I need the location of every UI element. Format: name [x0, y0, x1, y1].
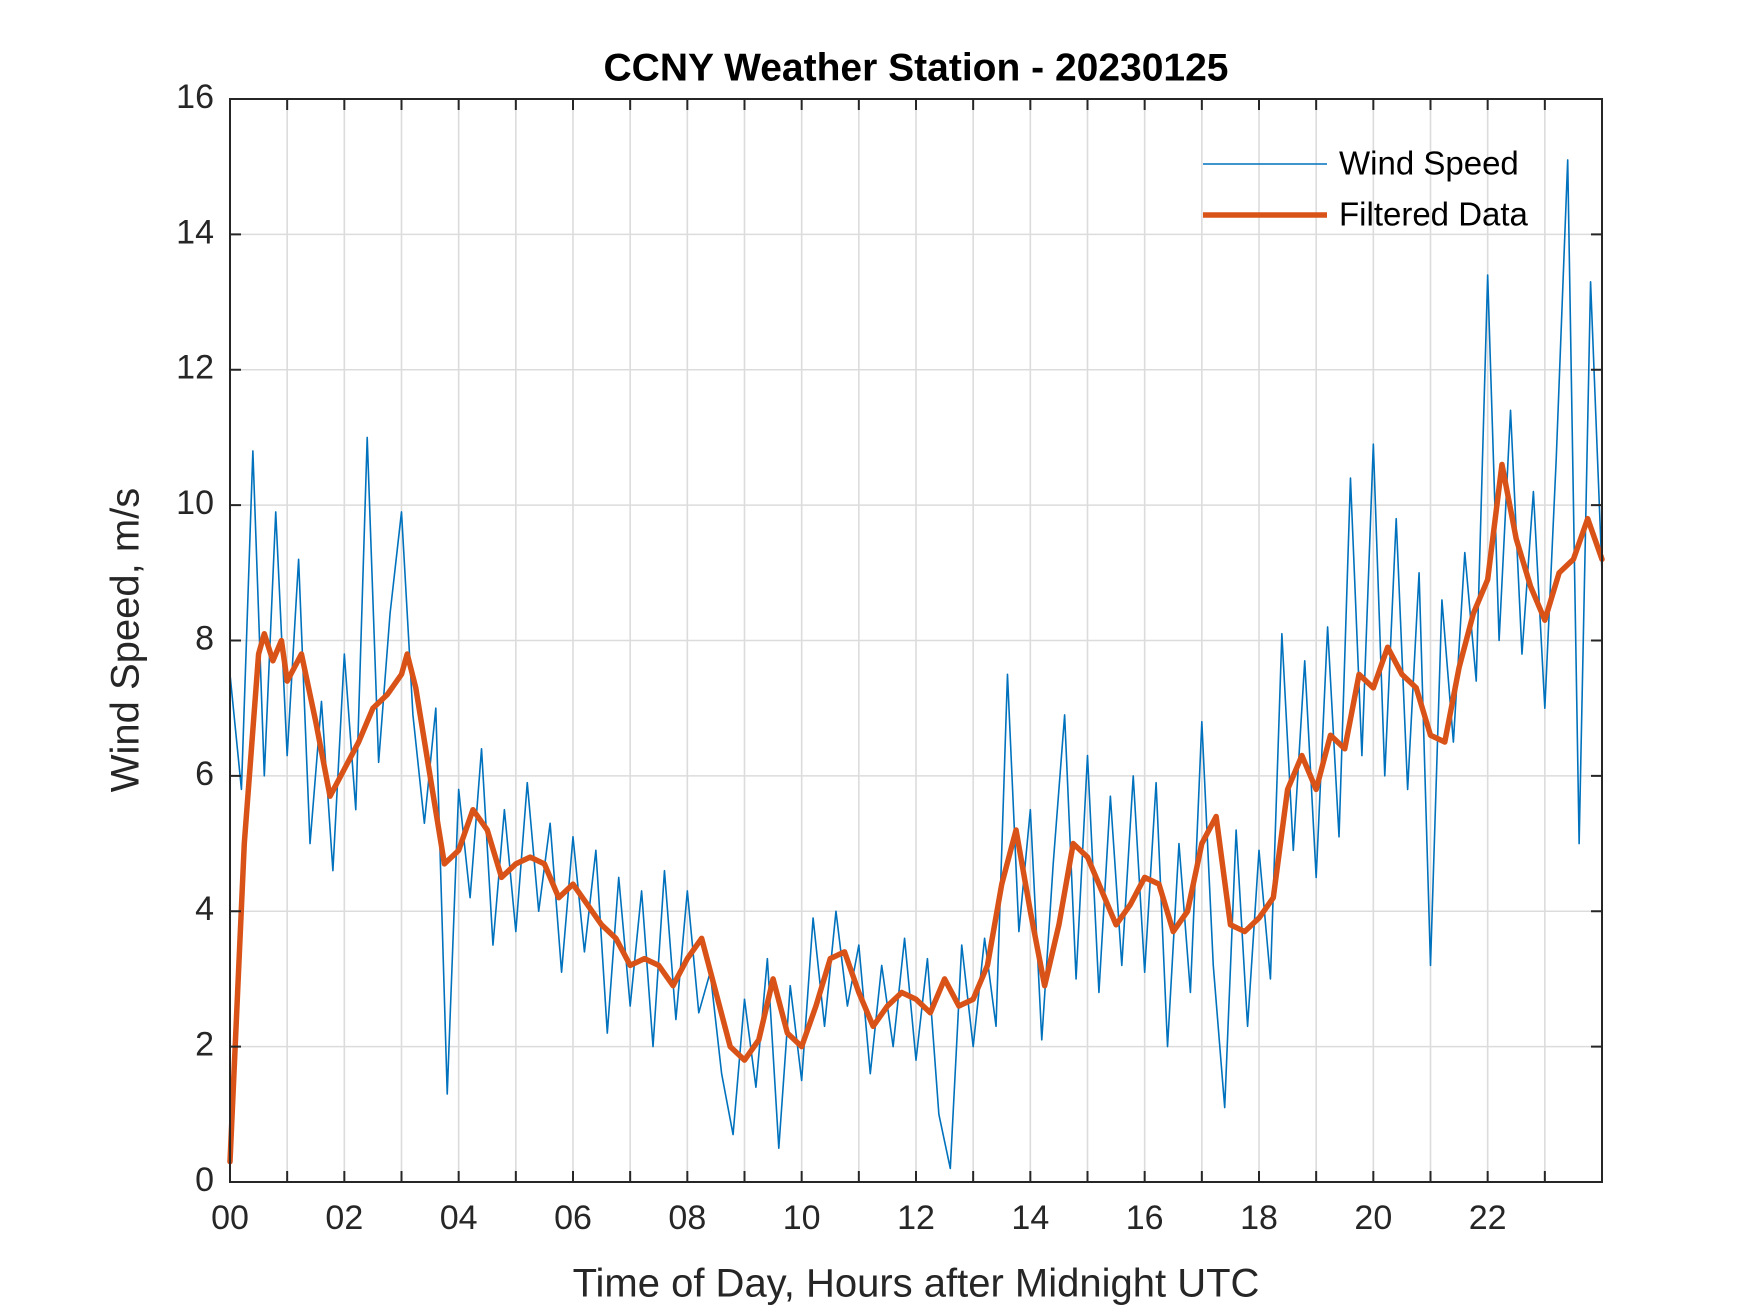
- x-tick-label: 16: [1126, 1199, 1164, 1237]
- y-tick-label: 6: [195, 755, 214, 793]
- y-tick-label: 2: [195, 1026, 214, 1064]
- x-tick-label: 10: [783, 1199, 821, 1237]
- x-tick-label: 18: [1240, 1199, 1278, 1237]
- x-tick-label: 04: [440, 1199, 478, 1237]
- series-line: [229, 159, 1603, 1170]
- chart-title: CCNY Weather Station - 20230125: [604, 46, 1229, 89]
- plot-area: [227, 159, 1605, 1170]
- axes-box: [229, 98, 1603, 1183]
- x-tick-label: 06: [554, 1199, 592, 1237]
- x-tick-label: 12: [897, 1199, 935, 1237]
- x-tick-label: 08: [668, 1199, 706, 1237]
- legend-label: Filtered Data: [1339, 196, 1529, 233]
- y-tick-label: 8: [195, 619, 214, 657]
- series-line: [227, 461, 1605, 1165]
- y-tick-label: 14: [176, 213, 214, 251]
- legend-label: Wind Speed: [1339, 145, 1519, 182]
- y-tick-label: 10: [176, 484, 214, 522]
- x-tick-label: 02: [325, 1199, 363, 1237]
- x-tick-label: 22: [1469, 1199, 1507, 1237]
- y-axis-label: Wind Speed, m/s: [104, 488, 148, 793]
- y-tick-label: 0: [195, 1161, 214, 1199]
- x-tick-label: 00: [211, 1199, 249, 1237]
- y-tick-label: 4: [195, 890, 214, 928]
- x-axis-label: Time of Day, Hours after Midnight UTC: [573, 1262, 1260, 1306]
- x-tick-label: 20: [1354, 1199, 1392, 1237]
- x-tick-label: 14: [1011, 1199, 1049, 1237]
- y-tick-label: 12: [176, 349, 214, 387]
- y-tick-label: 16: [176, 78, 214, 116]
